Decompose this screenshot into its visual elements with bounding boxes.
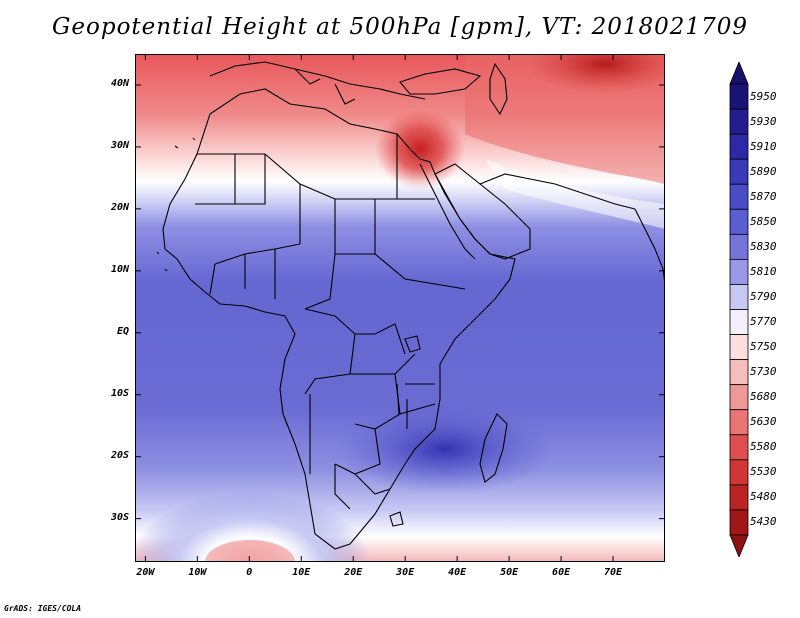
grads-credit: GrADS: IGES/COLA	[4, 604, 82, 613]
colorbar-label: 5580	[750, 440, 777, 454]
colorbar-swatch	[729, 108, 749, 135]
map-frame	[135, 54, 665, 562]
colorbar-label: 5930	[750, 114, 777, 128]
colorbar-swatch	[729, 384, 749, 411]
map-panel	[135, 54, 665, 562]
height-field	[485, 159, 665, 229]
lon-tick-label: 0	[246, 567, 253, 578]
map-title: Geopotential Height at 500hPa [gpm], VT:…	[52, 14, 748, 40]
axis-ticks	[135, 54, 665, 562]
colorbar-top-arrow	[729, 62, 749, 85]
colorbar-swatch	[729, 233, 749, 260]
colorbar-label: 5870	[750, 189, 777, 203]
colorbar-label: 5750	[750, 340, 777, 354]
lon-tick-label: 50E	[500, 567, 519, 578]
colorbar-swatch	[729, 309, 749, 335]
colorbar-swatch	[729, 83, 749, 110]
colorbar-swatch	[729, 208, 749, 235]
lon-tick-label: 20W	[136, 567, 155, 578]
colorbar-label: 5790	[750, 289, 777, 303]
colorbar-label: 5770	[750, 315, 777, 329]
colorbar-label: 5830	[750, 239, 777, 253]
lat-tick-label: EQ	[116, 325, 129, 337]
colorbar-swatch	[729, 133, 749, 160]
colorbar-swatch	[729, 509, 749, 536]
colorbar-swatch	[729, 434, 749, 461]
colorbar-label: 5890	[750, 164, 777, 178]
lat-tick-label: 20S	[110, 449, 129, 461]
lon-tick-label: 10E	[292, 567, 311, 578]
height-field	[525, 54, 665, 94]
colorbar-swatch	[729, 359, 749, 386]
colorbar-bottom-arrow	[729, 534, 749, 557]
lat-tick-label: 10S	[110, 387, 129, 399]
lat-tick-label: 30N	[110, 139, 129, 151]
colorbar-label: 5530	[750, 465, 777, 479]
colorbar-swatch	[729, 258, 749, 285]
colorbar-swatch	[729, 334, 749, 361]
colorbar-label: 5950	[750, 89, 777, 103]
lat-tick-label: 40N	[110, 77, 129, 89]
height-field	[205, 540, 295, 562]
height-field	[375, 109, 465, 189]
lat-tick-label: 20N	[110, 201, 129, 213]
colorbar-label: 5480	[750, 490, 777, 504]
colorbar-label: 5910	[750, 139, 777, 153]
lon-tick-label: 70E	[604, 567, 623, 578]
colorbar-swatch	[729, 484, 749, 511]
colorbar-label: 5850	[750, 214, 777, 228]
colorbar-label: 5630	[750, 415, 777, 429]
lon-tick-label: 30E	[396, 567, 415, 578]
colorbar-swatch	[729, 409, 749, 436]
colorbar-label: 5680	[750, 390, 777, 404]
colorbar-swatch	[729, 158, 749, 185]
colorbar-label: 5730	[750, 365, 777, 379]
height-field	[335, 404, 555, 494]
lon-tick-label: 10W	[188, 567, 207, 578]
colorbar-label: 5430	[750, 515, 777, 529]
lat-tick-label: 10N	[110, 263, 129, 275]
map-svg	[135, 54, 665, 562]
colorbar-swatch	[729, 284, 749, 310]
lon-tick-label: 60E	[552, 567, 571, 578]
colorbar-swatch	[729, 183, 749, 210]
coastlines	[156, 61, 665, 550]
colorbar-swatch	[729, 459, 749, 486]
lat-tick-label: 30S	[110, 511, 129, 523]
lon-tick-label: 40E	[448, 567, 467, 578]
colorbar	[729, 62, 749, 557]
colorbar-label: 5810	[750, 264, 777, 278]
lon-tick-label: 20E	[344, 567, 363, 578]
